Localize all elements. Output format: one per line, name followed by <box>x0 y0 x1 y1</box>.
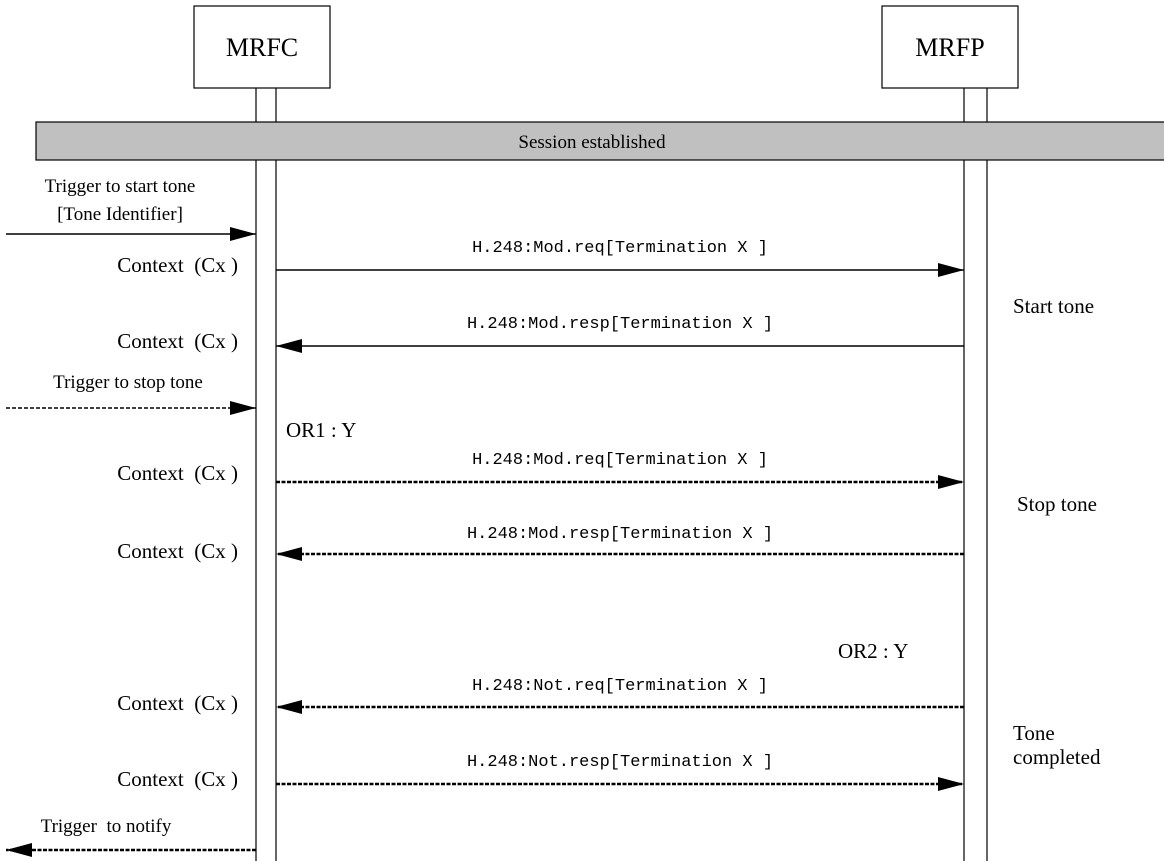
phase-tone-completed-line2: completed <box>1013 745 1101 769</box>
mrfp-lifeline <box>963 88 988 861</box>
trigger-stop-label: Trigger to stop tone <box>53 372 203 393</box>
phase-tone-completed-line1: Tone <box>1013 721 1055 745</box>
context-label: Context (Cx ) <box>117 329 238 353</box>
message-label: H.248:Mod.req[Termination X ] <box>472 451 768 470</box>
message-label: H.248:Mod.resp[Termination X ] <box>467 315 773 334</box>
or1-label: OR1 : Y <box>286 418 356 442</box>
mrfp-label: MRFP <box>915 33 984 62</box>
message-label: H.248:Not.req[Termination X ] <box>472 677 768 696</box>
phase-start-tone: Start tone <box>1013 294 1094 318</box>
mrfp-box <box>881 5 1019 89</box>
trigger-start-tone-id: [Tone Identifier] <box>57 204 183 225</box>
context-label: Context (Cx ) <box>117 691 238 715</box>
session-banner <box>35 121 1164 161</box>
trigger-start-label: Trigger to start tone <box>45 176 196 197</box>
context-label: Context (Cx ) <box>117 767 238 791</box>
session-banner-label: Session established <box>518 132 666 153</box>
context-label: Context (Cx ) <box>117 539 238 563</box>
message-label: H.248:Not.resp[Termination X ] <box>467 753 773 772</box>
mrfc-box <box>193 5 331 89</box>
message-label: H.248:Mod.req[Termination X ] <box>472 239 768 258</box>
mrfc-label: MRFC <box>226 33 298 62</box>
or2-label: OR2 : Y <box>838 639 908 663</box>
trigger-notify-label: Trigger to notify <box>41 816 172 837</box>
message-label: H.248:Mod.resp[Termination X ] <box>467 525 773 544</box>
phase-stop-tone: Stop tone <box>1017 492 1097 516</box>
context-label: Context (Cx ) <box>117 253 238 277</box>
context-label: Context (Cx ) <box>117 461 238 485</box>
mrfc-lifeline <box>255 88 277 861</box>
